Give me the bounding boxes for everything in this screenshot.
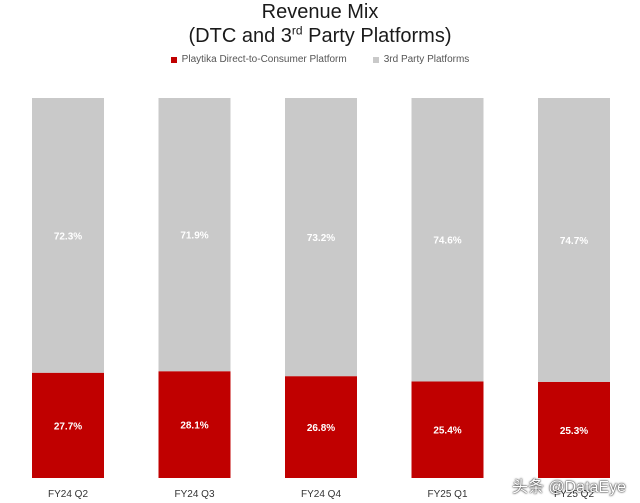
title-line-1: Revenue Mix <box>261 1 379 23</box>
data-label-dtc-2: 28.1% <box>180 421 208 432</box>
bar-dtc-5 <box>538 381 610 478</box>
chart-legend: Playtika Direct-to-Consumer Platform 3rd… <box>0 54 640 65</box>
chart-title: Revenue Mix (DTC and 3rd Party Platforms… <box>0 0 640 48</box>
title-line-2: (DTC and 3rd Party Platforms) <box>0 24 640 48</box>
legend-label-dtc: Playtika Direct-to-Consumer Platform <box>181 54 347 65</box>
data-label-third-party-4: 74.6% <box>433 236 461 247</box>
data-label-dtc-5: 25.3% <box>560 426 588 437</box>
data-label-dtc-4: 25.4% <box>433 426 461 437</box>
legend-item-dtc: Playtika Direct-to-Consumer Platform <box>170 54 347 65</box>
legend-swatch-third-party <box>372 56 379 63</box>
data-label-third-party-1: 72.3% <box>54 231 82 242</box>
bar-third-party-2 <box>158 98 231 372</box>
bar-dtc-1 <box>32 372 104 478</box>
x-tick-label-1: FY24 Q2 <box>48 489 88 500</box>
data-label-dtc-1: 27.7% <box>54 421 82 432</box>
legend-item-third-party: 3rd Party Platforms <box>372 54 470 65</box>
bar-dtc-2 <box>158 371 231 478</box>
bar-third-party-4 <box>411 98 484 382</box>
x-tick-label-2: FY24 Q3 <box>174 489 214 500</box>
legend-swatch-dtc <box>170 56 177 63</box>
x-tick-label-5: FY25 Q2 <box>554 489 594 500</box>
title-line-2-post: Party Platforms) <box>302 25 452 47</box>
title-line-2-pre: (DTC and 3 <box>188 25 292 47</box>
legend-label-third-party: 3rd Party Platforms <box>383 54 470 65</box>
x-tick-label-4: FY25 Q1 <box>427 489 467 500</box>
bar-third-party-1 <box>32 98 104 373</box>
bar-third-party-3 <box>285 98 357 377</box>
data-label-third-party-3: 73.2% <box>307 233 335 244</box>
title-line-2-sup: rd <box>291 23 303 38</box>
watermark: 头条 @DataEye <box>511 479 626 496</box>
bar-dtc-3 <box>285 376 357 478</box>
bar-third-party-5 <box>538 98 610 382</box>
data-label-third-party-5: 74.7% <box>560 236 588 247</box>
data-label-third-party-2: 71.9% <box>180 231 208 242</box>
x-tick-label-3: FY24 Q4 <box>301 489 341 500</box>
bar-dtc-4 <box>411 381 484 478</box>
data-label-dtc-3: 26.8% <box>307 423 335 434</box>
